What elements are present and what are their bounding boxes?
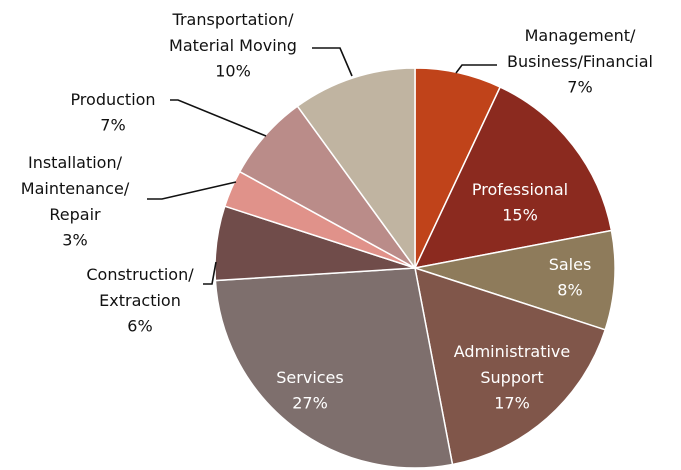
leader-line [455,64,497,74]
pie-slice [296,67,416,271]
value-label: 27% [292,394,328,413]
pie-slice [414,266,607,466]
slice-label: Construction/Extraction [86,265,194,310]
slice-label-line: Repair [49,205,101,224]
leader-line [147,181,237,200]
slice-label-line: Production [70,90,155,109]
slice-label-line: Sales [549,255,592,274]
pie [214,67,616,469]
slice-label-line: Business/Financial [507,52,653,71]
slice-label-line: Extraction [99,291,181,310]
slice-label-line: Maintenance/ [21,179,130,198]
value-label: 6% [127,317,152,336]
leader-line [170,99,267,137]
slice-label: Sales [549,255,592,274]
slice-label: Installation/Maintenance/Repair [21,153,130,224]
value-label: 8% [557,281,582,300]
value-label: 7% [567,78,592,97]
slice-label: Transportation/Material Moving [169,10,297,55]
slice-label: Services [276,368,343,387]
leader-lines [147,47,497,285]
value-label: 15% [502,206,538,225]
leader-line [203,261,217,285]
slice-label-line: Material Moving [169,36,297,55]
slice-label: Production [70,90,155,109]
slice-label-line: Construction/ [86,265,194,284]
slice-label: Administrative Support [454,342,570,387]
pie-slice [214,267,454,469]
value-label: 17% [494,394,530,413]
pie-slice [414,229,616,331]
slice-label-line: Support [480,368,543,387]
pie-slice [413,86,613,270]
slice-label: Professional [472,180,568,199]
slice-label-line: Installation/ [28,153,123,172]
value-label: 3% [62,231,87,250]
slice-label-line: Administrative [454,342,570,361]
leader-line [312,47,353,77]
slice-label-line: Professional [472,180,568,199]
value-label: 7% [100,116,125,135]
slice-label-line: Management/ [525,26,636,45]
value-label: 10% [215,62,251,81]
slice-label-line: Services [276,368,343,387]
slice-label: Management/Business/Financial [507,26,653,71]
slice-label-line: Transportation/ [172,10,295,29]
